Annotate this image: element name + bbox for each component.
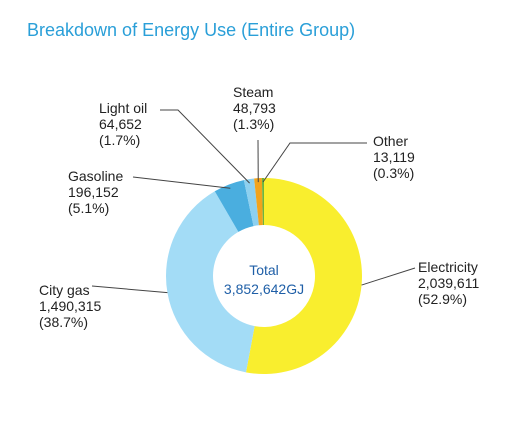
label-light-oil: Light oil 64,652 (1.7%)	[99, 100, 147, 148]
label-other: Other 13,119 (0.3%)	[373, 133, 415, 181]
label-other-percent: (0.3%)	[373, 165, 415, 181]
leader-line-other	[262, 142, 367, 183]
label-steam-name: Steam	[233, 84, 274, 100]
label-gasoline-value: 196,152	[68, 184, 119, 200]
leader-line-gasoline	[132, 176, 231, 189]
label-city-gas-value: 1,490,315	[39, 298, 102, 314]
total-label: Total 3,852,642GJ	[209, 261, 319, 299]
label-gasoline: Gasoline 196,152 (5.1%)	[68, 168, 123, 216]
label-light-oil-value: 64,652	[99, 116, 142, 132]
label-light-oil-name: Light oil	[99, 100, 148, 116]
label-steam-value: 48,793	[233, 100, 276, 116]
label-light-oil-percent: (1.7%)	[99, 132, 141, 148]
slice-light-oil	[243, 178, 259, 227]
slice-steam	[254, 178, 263, 226]
label-city-gas: City gas 1,490,315 (38.7%)	[39, 282, 101, 330]
label-city-gas-name: City gas	[39, 282, 90, 298]
chart-title: Breakdown of Energy Use (Entire Group)	[27, 20, 356, 40]
label-steam-percent: (1.3%)	[233, 116, 275, 132]
label-city-gas-percent: (38.7%)	[39, 314, 89, 330]
slice-city-gas	[166, 191, 255, 373]
slice-electricity	[245, 178, 363, 374]
leader-line-city-gas	[91, 285, 168, 294]
slice-other	[261, 178, 264, 226]
total-title: Total	[249, 262, 279, 278]
label-other-name: Other	[373, 133, 409, 149]
label-electricity-percent: (52.9%)	[418, 291, 468, 307]
leader-line-electricity	[361, 267, 416, 286]
label-electricity-name: Electricity	[418, 259, 478, 275]
label-gasoline-percent: (5.1%)	[68, 200, 110, 216]
slice-gasoline	[214, 180, 254, 232]
label-electricity: Electricity 2,039,611 (52.9%)	[418, 259, 479, 307]
label-other-value: 13,119	[373, 149, 415, 165]
label-gasoline-name: Gasoline	[68, 168, 124, 184]
total-value: 3,852,642GJ	[223, 281, 305, 297]
label-steam: Steam 48,793 (1.3%)	[233, 84, 276, 132]
leader-line-light-oil	[160, 109, 250, 184]
label-electricity-value: 2,039,611	[418, 275, 480, 291]
